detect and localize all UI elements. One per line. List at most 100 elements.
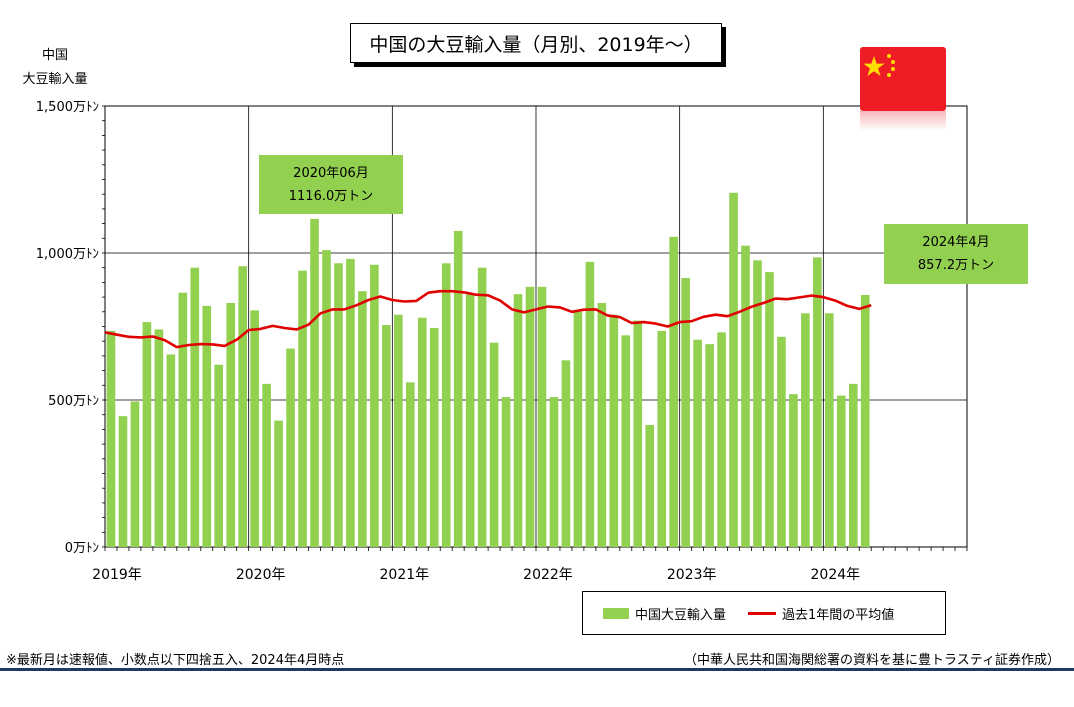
bar (382, 325, 391, 547)
bar (166, 354, 176, 547)
y-axis-label-line1: 中国 (41, 48, 68, 63)
annotation-peak-value: 1116.0万トン (288, 188, 374, 204)
bar (250, 310, 259, 547)
bar (525, 286, 535, 547)
x-year-label: 2023年 (667, 567, 717, 583)
bar (836, 395, 846, 547)
bar (178, 292, 188, 547)
bar (417, 317, 427, 547)
average-line (104, 289, 872, 349)
legend-swatch-bar (603, 607, 629, 619)
bar (370, 264, 379, 547)
bar (394, 314, 403, 547)
bar (633, 320, 643, 547)
bar (681, 277, 690, 547)
bar (549, 397, 559, 547)
bar (358, 291, 367, 547)
bar (310, 218, 319, 547)
bar (597, 302, 607, 547)
bar (801, 313, 810, 547)
annotation-peak: 2020年06月 1116.0万トン (259, 155, 403, 214)
bottom-rule (0, 668, 1074, 671)
bar (477, 267, 487, 547)
footer-note: ※最新月は速報値、小数点以下四捨五入、2024年4月時点 (6, 653, 345, 668)
legend-item-bar: 中国大豆輸入量 (603, 604, 726, 623)
x-year-label: 2022年 (523, 567, 573, 583)
y-tick-label: 500万ﾄﾝ (48, 394, 99, 409)
footer-source: （中華人民共和国海関総署の資料を基に豊トラスティ証券作成） (684, 653, 1060, 668)
flag-reflection (860, 111, 946, 131)
bar (513, 294, 523, 547)
bar (322, 250, 331, 547)
bar (298, 270, 307, 547)
bar (262, 383, 271, 547)
bar (693, 339, 702, 547)
annotation-peak-date: 2020年06月 (293, 165, 369, 181)
china-flag-stars (863, 54, 895, 77)
annotation-latest-date: 2024年4月 (922, 235, 990, 250)
bar (106, 330, 116, 547)
bar (346, 258, 355, 547)
bar (118, 416, 128, 547)
chart-legend: 中国大豆輸入量 過去1年間の平均値 (582, 591, 946, 635)
bar (741, 245, 750, 547)
bar (537, 286, 547, 547)
legend-item-line: 過去1年間の平均値 (748, 604, 894, 623)
bar (825, 313, 834, 547)
bar (585, 261, 595, 547)
bar (214, 364, 224, 547)
bar (573, 311, 583, 547)
bar (274, 420, 283, 547)
y-axis-label-line2: 大豆輸入量 (22, 72, 88, 87)
x-year-label: 2021年 (380, 567, 430, 583)
bar (717, 332, 726, 547)
china-flag-icon (860, 47, 946, 111)
bar (848, 383, 858, 547)
bar (465, 294, 475, 547)
legend-swatch-line (748, 611, 777, 615)
bar (286, 348, 295, 547)
bar (561, 360, 571, 547)
bar (753, 260, 762, 547)
bar (202, 305, 212, 547)
bar (669, 236, 678, 547)
bar (190, 267, 200, 547)
bar (789, 394, 798, 547)
x-year-label: 2024年 (811, 567, 861, 583)
bar (860, 294, 870, 547)
bar (429, 327, 439, 547)
y-tick-label: 0万ﾄﾝ (65, 541, 99, 556)
annotation-latest: 2024年4月 857.2万トン (884, 224, 1028, 284)
bar (334, 263, 343, 547)
y-tick-label: 1,000万ﾄﾝ (36, 247, 99, 262)
bar (489, 342, 499, 547)
legend-label-line: 過去1年間の平均値 (782, 607, 895, 623)
bar (765, 272, 774, 547)
annotation-latest-value: 857.2万トン (917, 258, 995, 273)
bar (645, 424, 655, 547)
bar (621, 335, 631, 547)
bar (142, 322, 152, 547)
x-year-label: 2020年 (236, 567, 286, 583)
bar (453, 230, 463, 547)
x-year-label: 2019年 (92, 567, 142, 583)
bar (130, 401, 140, 547)
bar (441, 263, 451, 547)
bar (657, 330, 667, 547)
legend-label-bar: 中国大豆輸入量 (635, 607, 727, 623)
bar (609, 314, 619, 547)
chart-title: 中国の大豆輸入量（月別、2019年～） (350, 23, 722, 63)
bar (705, 344, 714, 547)
bar (501, 397, 511, 547)
bar (729, 192, 738, 548)
chart-title-text: 中国の大豆輸入量（月別、2019年～） (369, 33, 703, 56)
bar (405, 382, 415, 547)
bar (777, 336, 786, 547)
y-axis-label: 中国 大豆輸入量 (10, 44, 100, 92)
bar (813, 257, 822, 547)
bar (154, 329, 164, 547)
bar (238, 266, 247, 547)
y-tick-label: 1,500万ﾄﾝ (36, 100, 99, 115)
bar (226, 302, 236, 547)
